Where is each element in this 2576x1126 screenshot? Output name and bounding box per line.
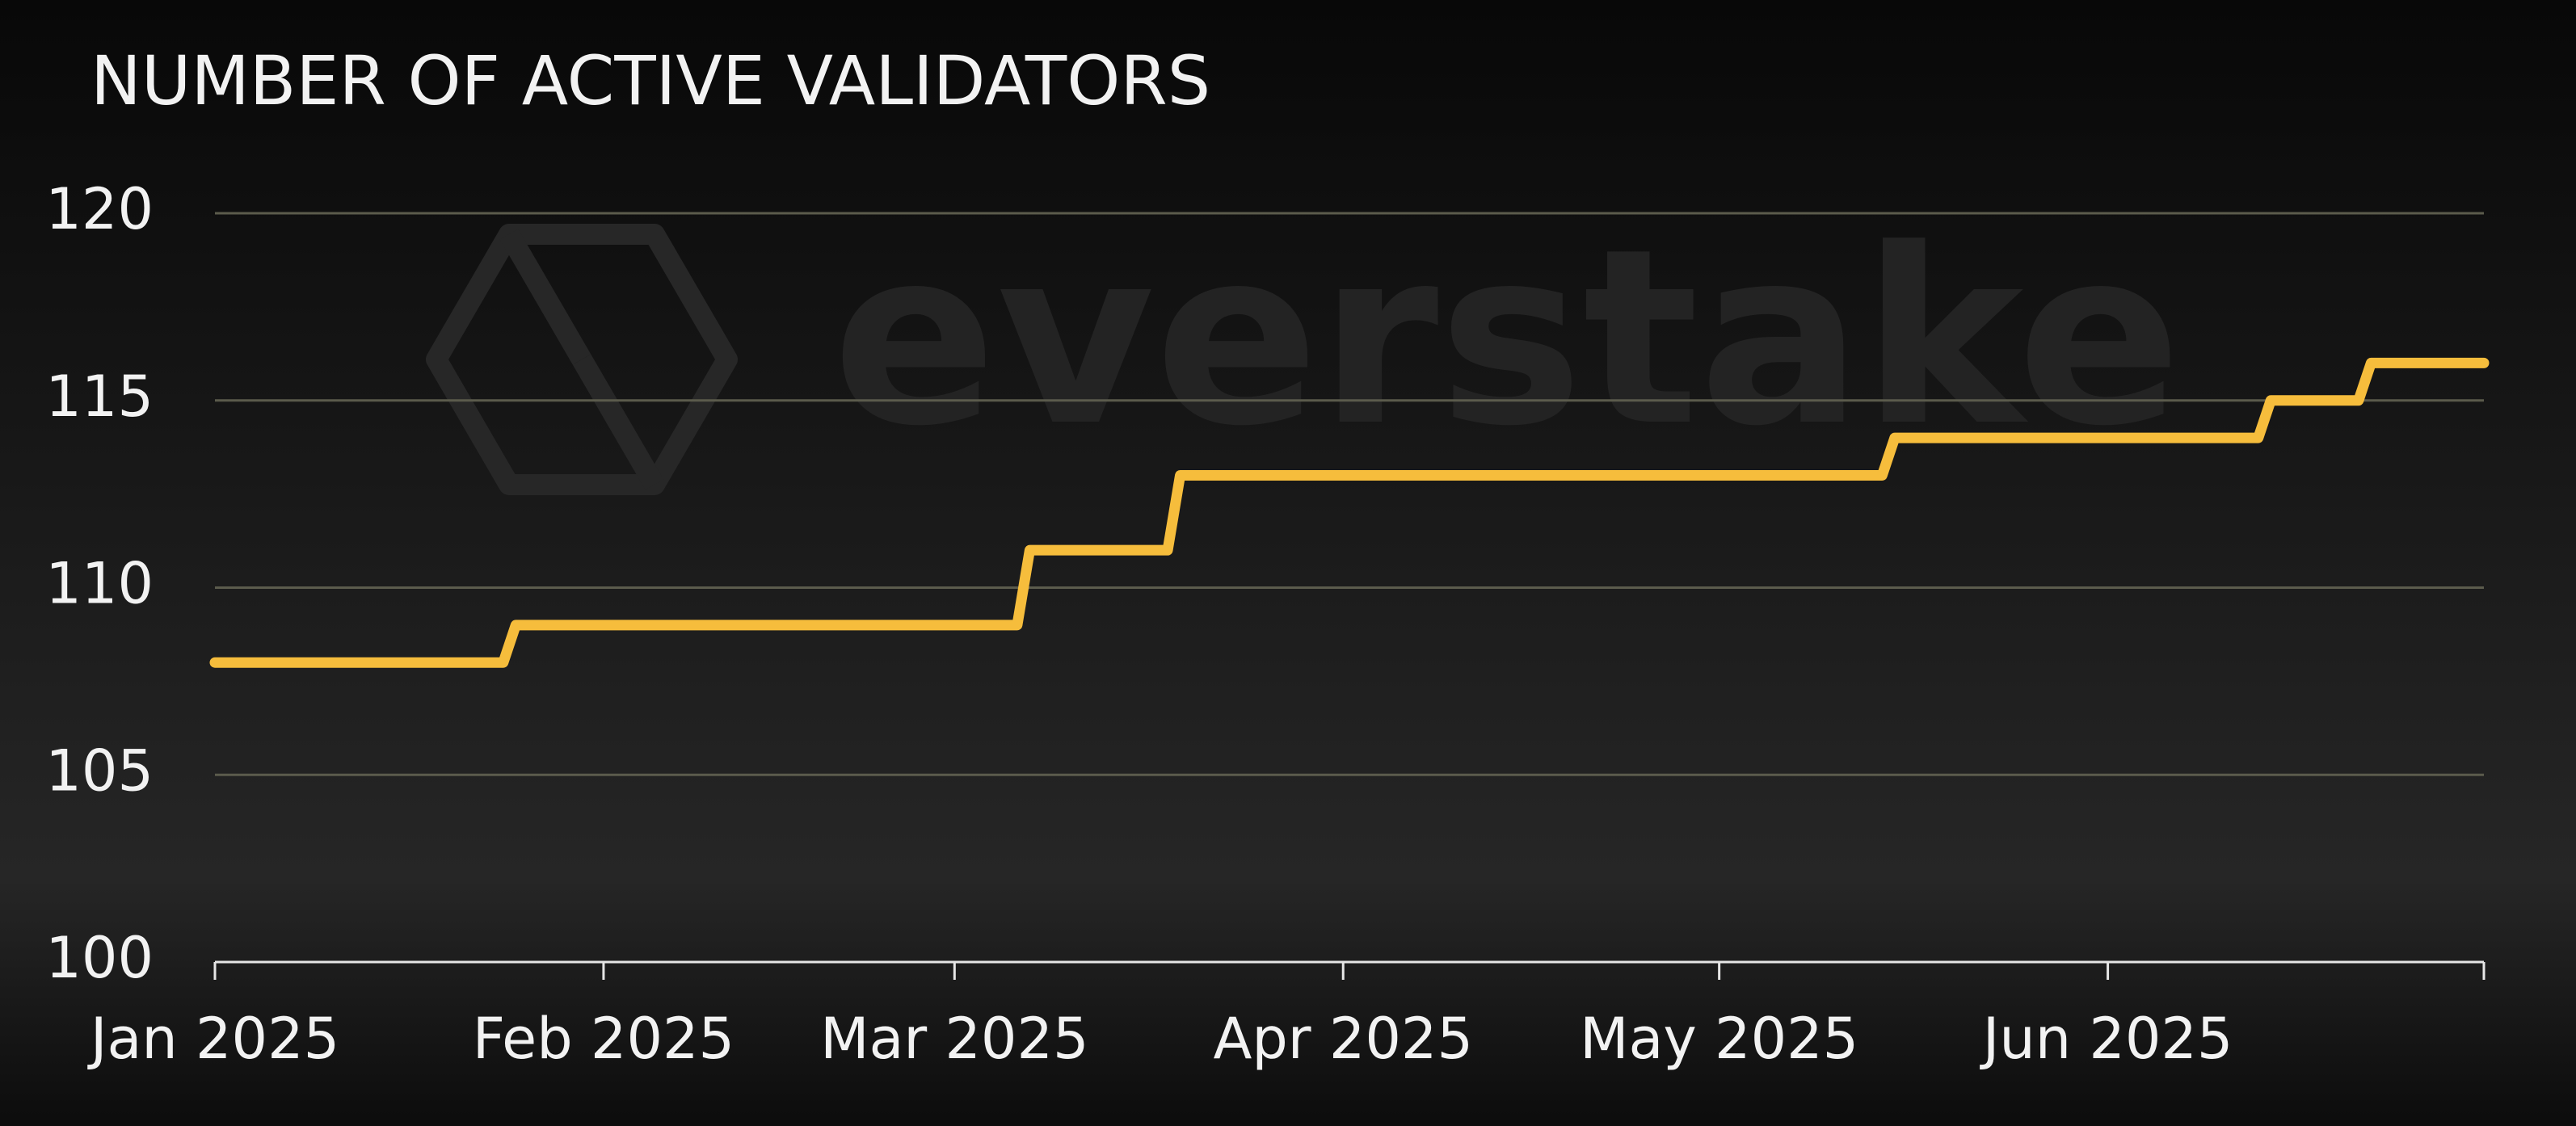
- x-tick-label: Feb 2025: [473, 1006, 734, 1072]
- x-tick-label: Mar 2025: [820, 1006, 1088, 1072]
- x-tick-label: Apr 2025: [1213, 1006, 1473, 1072]
- y-tick-label: 115: [45, 363, 154, 430]
- y-tick-label: 120: [45, 176, 154, 242]
- x-tick-label: May 2025: [1580, 1006, 1858, 1072]
- watermark: everstake: [832, 197, 2182, 479]
- x-tick-label: Jan 2025: [87, 1006, 339, 1072]
- chart-title: NUMBER OF ACTIVE VALIDATORS: [90, 41, 1210, 120]
- x-tick-label: Jun 2025: [1980, 1006, 2233, 1072]
- y-tick-label: 105: [45, 737, 154, 804]
- y-tick-label: 110: [45, 551, 154, 617]
- watermark-logo: [426, 224, 738, 495]
- data-line: [209, 357, 2490, 668]
- y-tick-label: 100: [45, 925, 154, 991]
